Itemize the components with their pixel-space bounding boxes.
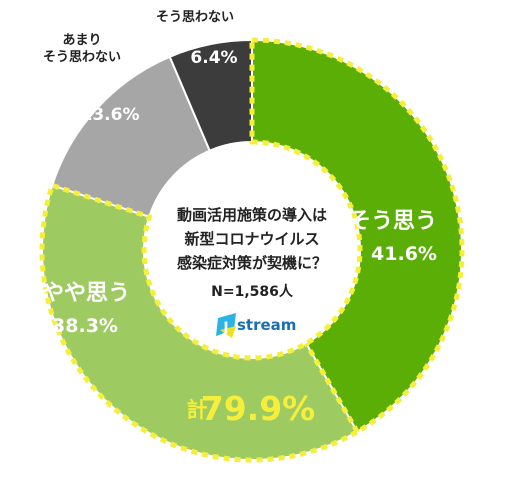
- logo-letter: J: [222, 320, 228, 336]
- logo-text: stream: [237, 316, 296, 334]
- center-line-1: 動画活用施策の導入は: [177, 206, 327, 224]
- label-amari-line1: あまり: [62, 33, 101, 48]
- donut-slices: [41, 38, 463, 461]
- center-caption: 動画活用施策の導入は 新型コロナウイルス 感染症対策が契機に？ N=1,586人: [177, 206, 327, 300]
- label-sou-omou: そう思う: [349, 209, 437, 234]
- logo-mark-accent: [220, 326, 236, 338]
- value-sou-omowanai: 6.4%: [190, 48, 237, 68]
- segment-labels: そう思う 41.6% やや思う 38.3% あまり そう思わない 13.6% そ…: [42, 10, 437, 428]
- label-yaya-omou: やや思う: [42, 281, 130, 306]
- label-sou-omowanai: そう思わない: [156, 10, 234, 25]
- value-amari: 13.6%: [81, 105, 140, 125]
- total-prefix: 計: [187, 398, 208, 422]
- agree-total-outline: [39, 37, 465, 463]
- center-line-2: 新型コロナウイルス: [184, 230, 319, 248]
- agree-divider: [303, 342, 360, 433]
- center-line-3: 感染症対策が契機に？: [177, 254, 327, 272]
- jstream-logo: J stream: [216, 313, 296, 338]
- total-value: 79.9%: [201, 389, 316, 428]
- value-sou-omou: 41.6%: [371, 243, 437, 265]
- total-label: 計 79.9%: [187, 389, 316, 428]
- value-yaya-omou: 38.3%: [52, 315, 118, 337]
- label-amari-line2: そう思わない: [43, 50, 121, 65]
- sample-size: N=1,586人: [211, 283, 294, 300]
